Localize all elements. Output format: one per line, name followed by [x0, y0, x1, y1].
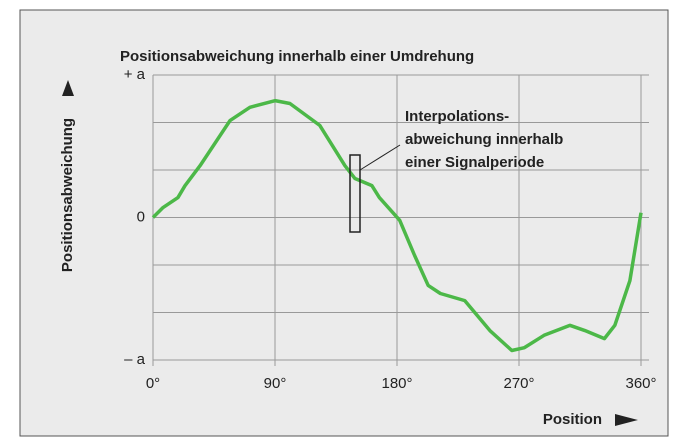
x-tick-label: 90°: [264, 375, 287, 392]
y-tick-label: 0: [137, 208, 145, 225]
y-axis-label: Positionsabweichung: [59, 118, 76, 272]
y-arrow: [62, 80, 74, 96]
y-tick-label: + a: [124, 66, 146, 83]
x-tick-label: 180°: [381, 375, 412, 392]
x-arrow: [615, 414, 638, 426]
x-axis-label: Position: [543, 411, 602, 428]
chart-title: Positionsabweichung innerhalb einer Umdr…: [120, 48, 474, 65]
annotation: einer Signalperiode: [405, 154, 544, 171]
y-tick-label: – a: [124, 351, 146, 368]
annotation: abweichung innerhalb: [405, 131, 563, 148]
x-tick-label: 360°: [625, 375, 656, 392]
x-tick-label: 270°: [503, 375, 534, 392]
signal-period-box: [349, 154, 361, 233]
panel: [19, 9, 669, 437]
line: [151, 98, 643, 353]
x-tick-label: 0°: [146, 375, 160, 392]
annotation: Interpolations-: [405, 108, 509, 125]
annotation-leader: [359, 144, 401, 171]
